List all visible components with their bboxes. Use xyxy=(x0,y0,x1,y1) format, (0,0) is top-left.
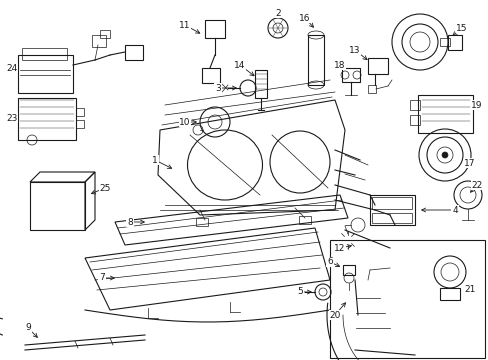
Bar xyxy=(100,30,110,38)
Text: 10: 10 xyxy=(179,117,190,126)
Bar xyxy=(342,265,354,275)
Text: 4: 4 xyxy=(451,206,457,215)
Text: 14: 14 xyxy=(234,60,245,69)
Bar xyxy=(369,195,414,225)
Bar xyxy=(92,35,106,47)
Bar xyxy=(196,218,207,226)
Bar xyxy=(202,68,220,83)
Bar xyxy=(307,35,324,85)
Text: 7: 7 xyxy=(99,274,104,283)
Bar xyxy=(254,70,266,98)
Text: 2: 2 xyxy=(275,9,280,18)
Bar xyxy=(18,98,76,140)
Bar xyxy=(439,288,459,300)
Bar xyxy=(371,197,411,209)
Bar xyxy=(371,213,411,223)
Text: 17: 17 xyxy=(463,158,475,167)
Text: 9: 9 xyxy=(25,324,31,333)
Bar xyxy=(76,108,84,116)
Bar xyxy=(341,68,359,82)
Bar xyxy=(439,38,449,46)
Text: 8: 8 xyxy=(127,217,133,226)
Text: 24: 24 xyxy=(6,63,18,72)
Bar xyxy=(125,45,142,60)
Text: 18: 18 xyxy=(334,60,345,69)
Text: 22: 22 xyxy=(470,180,482,189)
Bar xyxy=(409,115,419,125)
Text: 3: 3 xyxy=(215,84,221,93)
Bar xyxy=(76,120,84,128)
Text: 19: 19 xyxy=(470,100,482,109)
Bar xyxy=(409,100,419,110)
Text: 21: 21 xyxy=(464,285,475,294)
Text: 6: 6 xyxy=(326,257,332,266)
Bar xyxy=(18,55,73,93)
Text: 5: 5 xyxy=(297,288,302,297)
Bar xyxy=(417,95,472,133)
Text: 12: 12 xyxy=(334,243,345,252)
Text: 20: 20 xyxy=(328,310,340,320)
Bar xyxy=(329,240,484,358)
Text: 16: 16 xyxy=(299,14,310,23)
Bar xyxy=(204,20,224,38)
Bar xyxy=(367,85,375,93)
Bar xyxy=(22,48,67,60)
Bar xyxy=(447,35,461,50)
Text: 1: 1 xyxy=(152,156,158,165)
Text: 15: 15 xyxy=(455,23,467,32)
Bar xyxy=(30,182,85,230)
Text: 11: 11 xyxy=(179,21,190,30)
Text: 25: 25 xyxy=(99,184,110,193)
Bar xyxy=(298,216,310,224)
Text: 23: 23 xyxy=(6,113,18,122)
Text: 13: 13 xyxy=(348,45,360,54)
Bar xyxy=(367,58,387,74)
Circle shape xyxy=(441,152,447,158)
